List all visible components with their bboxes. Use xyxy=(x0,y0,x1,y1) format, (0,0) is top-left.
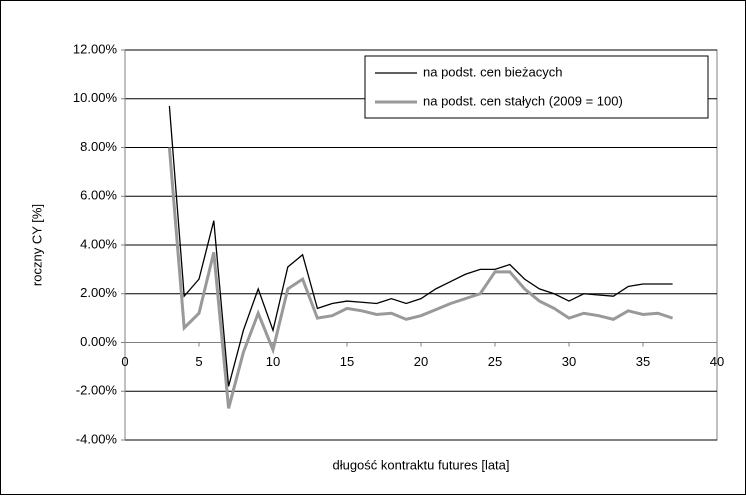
x-tick-label: 20 xyxy=(414,354,428,369)
y-tick-label: -4.00% xyxy=(76,431,118,446)
x-axis-label: długość kontraktu futures [lata] xyxy=(332,457,509,472)
legend-label: na podst. cen bieżacych xyxy=(423,64,562,79)
y-tick-label: 10.00% xyxy=(73,90,118,105)
y-tick-label: 0.00% xyxy=(80,334,117,349)
legend-label: na podst. cen stałych (2009 = 100) xyxy=(423,93,623,108)
y-tick-label: 6.00% xyxy=(80,188,117,203)
x-tick-label: 35 xyxy=(636,354,650,369)
data-line xyxy=(168,106,673,387)
y-tick-label: 2.00% xyxy=(80,285,117,300)
y-tick-label: 4.00% xyxy=(80,236,117,251)
y-tick-label: 8.00% xyxy=(80,139,117,154)
x-tick-label: 10 xyxy=(266,354,280,369)
x-tick-label: 0 xyxy=(121,354,128,369)
data-line xyxy=(167,147,674,409)
x-tick-label: 30 xyxy=(562,354,576,369)
x-tick-label: 15 xyxy=(340,354,354,369)
y-axis-label: roczny CY [%] xyxy=(29,204,44,286)
y-tick-label: -2.00% xyxy=(76,383,118,398)
x-tick-label: 5 xyxy=(195,354,202,369)
x-tick-label: 40 xyxy=(710,354,724,369)
y-tick-label: 12.00% xyxy=(73,41,118,56)
x-tick-label: 25 xyxy=(488,354,502,369)
legend-box xyxy=(364,55,709,119)
